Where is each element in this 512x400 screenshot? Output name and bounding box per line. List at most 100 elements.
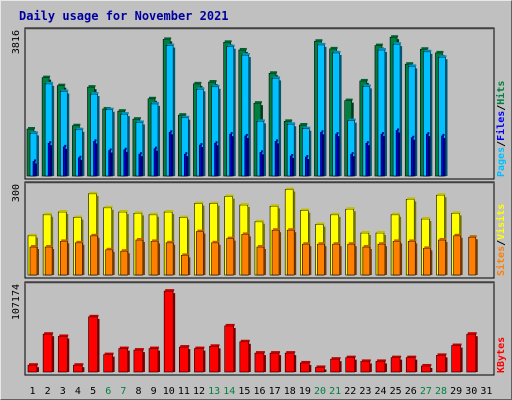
pages-bar <box>320 130 325 177</box>
pages-bar <box>153 146 159 177</box>
sites-bar <box>226 236 236 276</box>
sites-bar <box>105 247 115 276</box>
kbytes-bar <box>330 357 342 373</box>
x-tick-label: 13 <box>208 386 220 397</box>
legend-entry: Files <box>495 111 507 141</box>
sites-bar <box>407 239 418 276</box>
panel-hits-files-pages: 3816 Pages/Files/Hits <box>11 27 507 180</box>
x-tick-label: 12 <box>193 386 205 397</box>
x-tick-label: 6 <box>105 386 111 397</box>
kbytes-bar <box>390 355 403 373</box>
x-tick-label: 14 <box>223 386 235 397</box>
pages-bar <box>335 132 340 177</box>
pages-bar <box>62 144 68 177</box>
x-tick-label: 18 <box>284 386 296 397</box>
kbytes-bar <box>178 345 191 373</box>
y-max-label: 107174 <box>11 284 22 320</box>
chart-title: Daily usage for November 2021 <box>19 9 229 23</box>
pages-bar <box>168 130 174 177</box>
x-tick-label: 3 <box>60 386 66 397</box>
sites-bar <box>362 245 372 276</box>
kbytes-bar <box>284 351 297 373</box>
sites-bar <box>423 246 433 276</box>
pages-bar <box>410 135 416 177</box>
kbytes-bar <box>466 332 478 373</box>
sites-bar <box>317 242 327 276</box>
pages-bar <box>123 147 128 177</box>
legend-entry: KBytes <box>496 337 507 373</box>
y-max-label: 3816 <box>11 30 22 54</box>
kbytes-bar <box>133 348 145 373</box>
sites-bar <box>392 239 403 276</box>
sites-bar <box>120 249 130 276</box>
sites-bar <box>135 238 145 276</box>
sites-bar <box>59 239 70 276</box>
x-tick-label: 10 <box>163 386 175 397</box>
kbytes-bar <box>436 353 448 373</box>
x-tick-label: 31 <box>480 386 492 397</box>
kbytes-bar <box>315 365 327 373</box>
kbytes-bar <box>239 339 251 373</box>
pages-bar <box>441 133 446 177</box>
legend-visits-sites: Sites/Visits <box>495 204 507 276</box>
sites-bar <box>165 240 176 276</box>
legend-kbytes: KBytes <box>496 337 507 373</box>
x-tick-label: 19 <box>299 386 311 397</box>
kbytes-bar <box>300 360 312 373</box>
sites-bar <box>44 245 55 276</box>
x-tick-label: 22 <box>344 386 356 397</box>
x-tick-label: 1 <box>30 386 36 397</box>
kbytes-bar <box>360 359 372 373</box>
sites-bar <box>29 245 39 276</box>
x-tick-label: 5 <box>90 386 96 397</box>
pages-bar <box>426 132 431 177</box>
kbytes-bar <box>88 314 100 373</box>
legend-entry: / <box>496 141 507 147</box>
x-tick-label: 21 <box>329 386 341 397</box>
kbytes-bar <box>254 351 266 373</box>
pages-bar <box>350 152 355 177</box>
x-tick-label: 8 <box>135 386 141 397</box>
x-tick-label: 28 <box>435 386 447 397</box>
kbytes-bar <box>345 355 357 373</box>
kbytes-bar <box>27 363 39 373</box>
kbytes-bar <box>118 346 130 373</box>
x-tick-label: 17 <box>269 386 281 397</box>
sites-bar <box>180 253 191 276</box>
kbytes-bar <box>405 355 418 373</box>
pages-bar <box>78 155 83 177</box>
pages-bar <box>199 143 204 177</box>
kbytes-bar <box>194 346 206 373</box>
legend-entry: Pages <box>496 147 507 177</box>
sites-bar <box>75 240 85 276</box>
x-tick-label: 15 <box>238 386 250 397</box>
x-tick-label: 24 <box>375 386 387 397</box>
kbytes-bar <box>209 344 221 373</box>
sites-bar <box>150 239 161 276</box>
x-tick-label: 29 <box>450 386 462 397</box>
kbytes-bar <box>224 323 236 373</box>
sites-bar <box>377 242 387 276</box>
pages-bar <box>244 133 249 177</box>
legend-entry: / <box>496 105 507 111</box>
x-tick-label: 20 <box>314 386 326 397</box>
pages-bar <box>183 152 189 177</box>
kbytes-bar <box>73 363 85 373</box>
kbytes-bar <box>375 359 387 373</box>
sites-bar <box>438 238 448 276</box>
x-axis-labels: 1 2 3 4 5 6 7 8 9 10 11 12 13 14 15 16 17 18 19 20 21 22 23 24 2… <box>30 386 493 397</box>
x-tick-label: 25 <box>390 386 402 397</box>
x-tick-label: 30 <box>465 386 477 397</box>
panel-kbytes: 107174 KBytes <box>11 281 507 376</box>
sites-bar <box>211 240 221 276</box>
x-tick-label: 4 <box>75 386 81 397</box>
pages-bar <box>108 148 113 177</box>
sites-bar <box>332 242 342 276</box>
sites-bar <box>256 245 266 276</box>
pages-bar <box>229 132 234 177</box>
x-tick-label: 9 <box>151 386 157 397</box>
sites-bar <box>453 233 463 276</box>
legend-hits-files-pages: Pages/Files/Hits <box>495 81 507 177</box>
pages-bar <box>32 159 37 177</box>
kbytes-bar <box>148 346 161 373</box>
